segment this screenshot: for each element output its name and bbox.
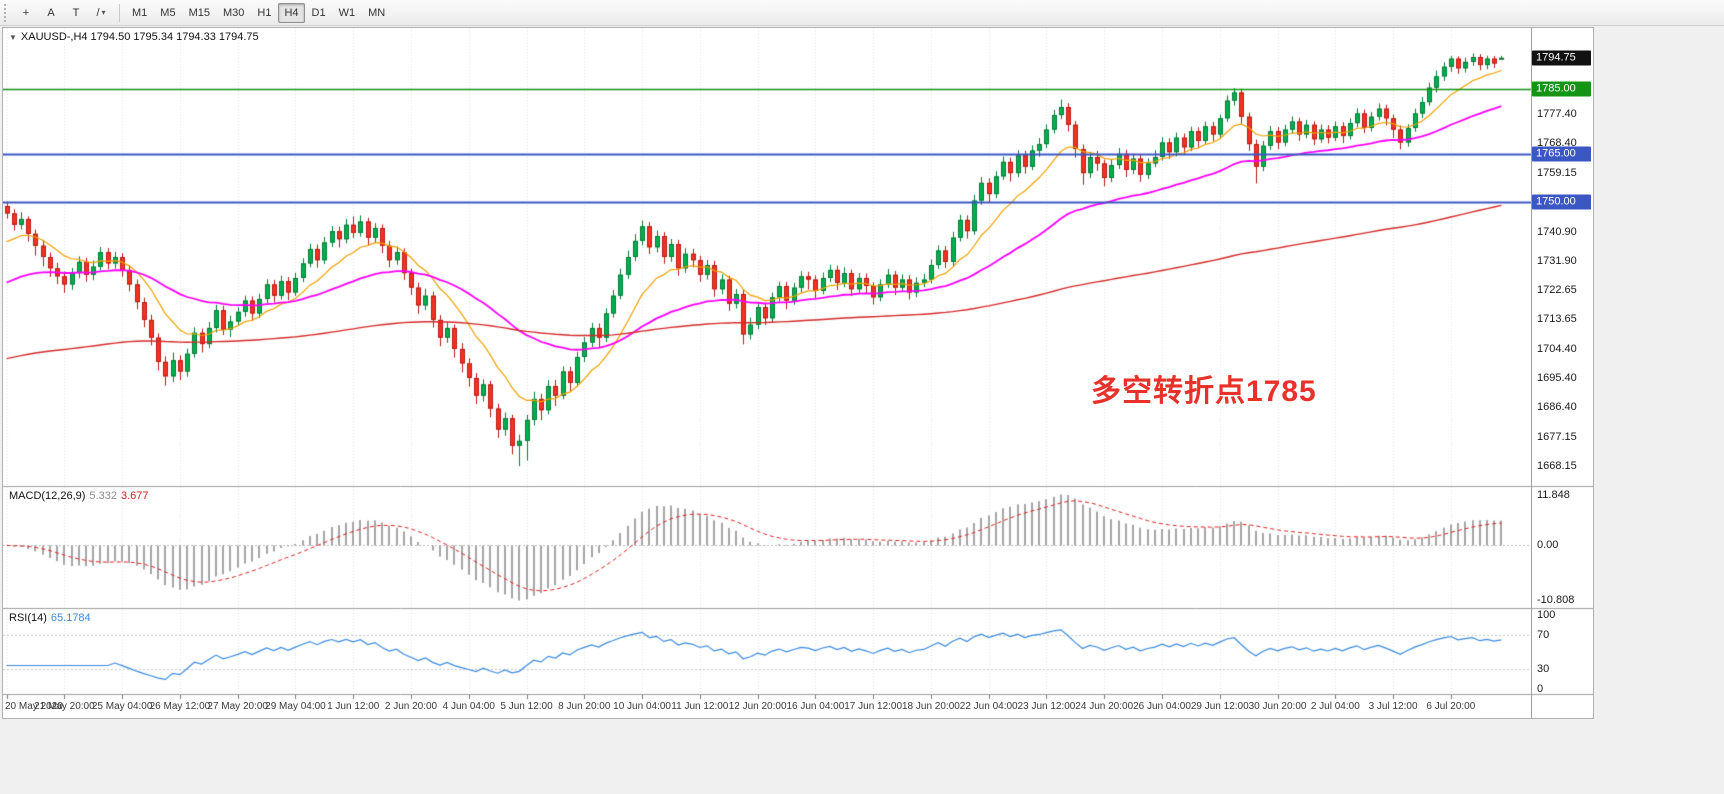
macd-scale-label: 0.00 bbox=[1537, 539, 1559, 552]
price-tick: 1777.40 bbox=[1537, 107, 1577, 120]
rsi-scale-label: 0 bbox=[1537, 683, 1544, 695]
timeframe-M30-button[interactable]: M30 bbox=[222, 6, 245, 19]
time-axis-label: 5 Jun 12:00 bbox=[500, 701, 553, 712]
ohlc-open: 1794.50 bbox=[90, 31, 131, 43]
rsi-scale-label: 30 bbox=[1537, 662, 1550, 675]
ohlc-high: 1795.34 bbox=[133, 31, 174, 43]
time-axis-label: 16 Jun 04:00 bbox=[786, 701, 845, 712]
macd-name: MACD(12,26,9) bbox=[9, 490, 86, 502]
ohlc-close: 1794.75 bbox=[218, 31, 259, 43]
toolbar: + A T / ▾ M1 M5 M15 M30 H1 H4 D1 W1 MN bbox=[0, 0, 1724, 26]
timeframe-M5-button[interactable]: M5 bbox=[160, 6, 176, 19]
timeframe-M15-button[interactable]: M15 bbox=[188, 6, 210, 19]
timeframe-D1-button[interactable]: D1 bbox=[311, 6, 326, 19]
chart-window: ▼ XAUUSD-,H4 1794.50 1795.34 1794.33 1794.75 … bbox=[2, 27, 1594, 719]
macd-label: MACD(12,26,9) 5.332 3.677 bbox=[9, 490, 148, 502]
timeframe-H4-button[interactable]: H4 bbox=[278, 2, 305, 23]
rsi-value: 65.1784 bbox=[50, 612, 91, 624]
macd-signal-value: 3.677 bbox=[120, 490, 149, 502]
time-axis-label: 12 Jun 20:00 bbox=[728, 701, 787, 712]
symbol-period-label: XAUUSD-,H4 bbox=[20, 31, 88, 43]
time-axis-label: 10 Jun 04:00 bbox=[613, 701, 671, 712]
price-scale[interactable]: 1777.40 1768.40 1759.15 1740.90 1731.90 1722.… bbox=[1531, 28, 1593, 718]
time-axis-label: 26 Jun 04:00 bbox=[1133, 701, 1191, 712]
time-axis-label: 11 Jun 12:00 bbox=[671, 701, 729, 712]
timeframe-buttons: M1 M5 M15 M30 H1 H4 D1 W1 MN bbox=[126, 2, 391, 23]
crosshair-tool-button[interactable]: + bbox=[22, 6, 30, 19]
price-tick: 1722.65 bbox=[1537, 284, 1577, 297]
price-tick: 1740.90 bbox=[1537, 225, 1577, 238]
time-axis-label: 23 Jun 12:00 bbox=[1017, 701, 1076, 712]
macd-scale-label: -10.808 bbox=[1537, 594, 1575, 606]
time-axis-label: 29 May 04:00 bbox=[265, 701, 326, 712]
price-tick: 1768.40 bbox=[1537, 136, 1577, 149]
timeframe-H1-button[interactable]: H1 bbox=[257, 6, 272, 19]
toolbar-separator bbox=[119, 3, 120, 22]
ohlc-low: 1794.33 bbox=[176, 31, 216, 43]
level-price-badge: 1765.00 bbox=[1532, 146, 1591, 162]
macd-main-value: 5.332 bbox=[89, 490, 117, 502]
price-tick: 1731.90 bbox=[1537, 254, 1577, 267]
time-axis-label: 22 Jun 04:00 bbox=[959, 701, 1018, 712]
time-axis[interactable]: 20 May 2020 21 May 20:00 25 May 04:00 26 Ma… bbox=[3, 695, 1531, 718]
text-tool-button[interactable]: T bbox=[72, 6, 80, 19]
timeframe-MN-button[interactable]: MN bbox=[368, 6, 386, 19]
chart-title: ▼ XAUUSD-,H4 1794.50 1795.34 1794.33 1794.75 bbox=[9, 31, 262, 43]
time-axis-label: 2 Jun 20:00 bbox=[384, 701, 438, 712]
time-axis-label: 18 Jun 20:00 bbox=[901, 701, 960, 712]
time-axis-label: 4 Jun 04:00 bbox=[442, 701, 495, 712]
time-axis-label: 21 May 20:00 bbox=[34, 701, 95, 712]
macd-scale-label: 11.848 bbox=[1537, 489, 1570, 501]
price-tick: 1677.15 bbox=[1537, 431, 1577, 444]
time-axis-label: 8 Jun 20:00 bbox=[558, 701, 611, 712]
current-price-badge: 1794.75 bbox=[1532, 50, 1591, 66]
timeframe-M1-button[interactable]: M1 bbox=[132, 6, 148, 19]
time-axis-label: 25 May 04:00 bbox=[91, 701, 153, 712]
time-axis-label: 26 May 12:00 bbox=[149, 701, 211, 712]
price-tick: 1759.15 bbox=[1537, 166, 1577, 179]
time-axis-label: 2 Jul 04:00 bbox=[1310, 701, 1360, 712]
time-axis-label: 1 Jun 12:00 bbox=[327, 701, 380, 712]
rsi-name: RSI(14) bbox=[9, 612, 47, 624]
time-axis-label: 3 Jul 12:00 bbox=[1368, 701, 1418, 712]
time-axis-label: 27 May 20:00 bbox=[207, 701, 268, 712]
level-price-badge: 1785.00 bbox=[1532, 81, 1591, 97]
level-price-badge: 1750.00 bbox=[1532, 194, 1591, 210]
chart-canvas[interactable] bbox=[3, 28, 1593, 718]
label-tool-button[interactable]: A bbox=[47, 6, 55, 19]
timeframe-W1-button[interactable]: W1 bbox=[338, 6, 356, 19]
rsi-scale-label: 100 bbox=[1537, 609, 1556, 621]
price-tick: 1695.40 bbox=[1537, 372, 1577, 385]
toolbar-grip[interactable] bbox=[4, 3, 9, 22]
time-axis-label: 6 Jul 20:00 bbox=[1426, 701, 1476, 712]
price-tick: 1704.40 bbox=[1537, 343, 1577, 356]
price-annotation: 多空转折点1785 bbox=[1091, 375, 1317, 408]
shapes-tool-button[interactable]: / ▾ bbox=[96, 6, 106, 19]
rsi-label: RSI(14) 65.1784 bbox=[9, 612, 91, 624]
drawing-tools: + A T / ▾ bbox=[14, 3, 113, 23]
chevron-down-icon: ▾ bbox=[101, 8, 106, 17]
time-axis-label: 24 Jun 20:00 bbox=[1075, 701, 1134, 712]
price-tick: 1686.40 bbox=[1537, 401, 1577, 414]
rsi-scale-label: 70 bbox=[1537, 628, 1550, 641]
time-axis-label: 30 Jun 20:00 bbox=[1248, 701, 1307, 712]
time-axis-label: 17 Jun 12:00 bbox=[844, 701, 903, 712]
time-axis-label: 29 Jun 12:00 bbox=[1190, 701, 1249, 712]
price-tick: 1713.65 bbox=[1537, 313, 1577, 326]
price-tick: 1668.15 bbox=[1537, 460, 1577, 473]
time-axis-label: 20 May 2020 bbox=[5, 701, 63, 712]
collapse-arrow-icon[interactable]: ▼ bbox=[9, 33, 17, 42]
